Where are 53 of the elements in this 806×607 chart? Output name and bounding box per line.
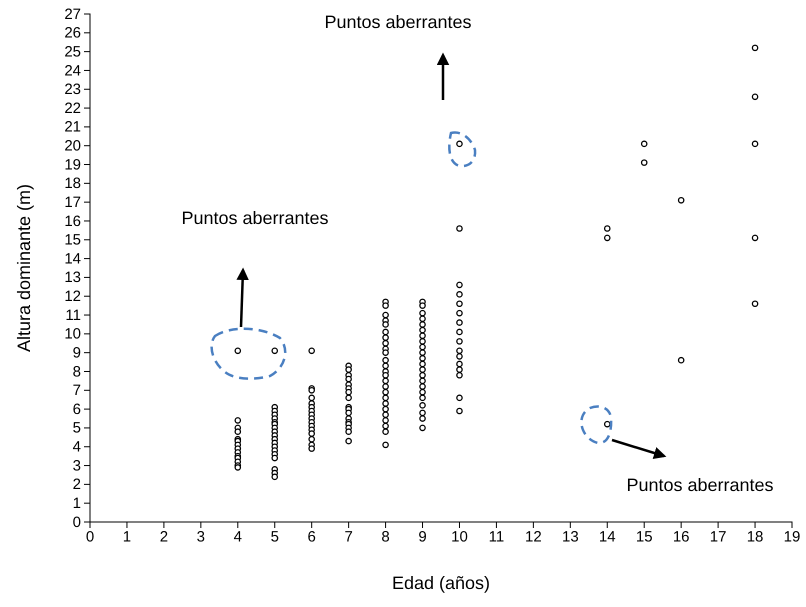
annotation: Puntos aberrantes bbox=[324, 12, 472, 32]
y-tick-label: 18 bbox=[64, 175, 81, 192]
x-tick-label: 19 bbox=[784, 528, 800, 546]
y-tick-label: 22 bbox=[64, 100, 81, 117]
x-tick-label: 1 bbox=[122, 528, 132, 546]
y-tick-label: 8 bbox=[72, 363, 81, 380]
y-tick-label: 7 bbox=[72, 382, 81, 400]
y-tick-label: 2 bbox=[72, 476, 81, 494]
x-tick-label: 5 bbox=[270, 528, 279, 546]
x-tick-label: 3 bbox=[196, 528, 206, 546]
x-tick-label: 14 bbox=[598, 528, 616, 546]
x-axis-title: Edad (años) bbox=[392, 573, 490, 593]
y-tick-label: 3 bbox=[72, 457, 81, 474]
x-tick-label: 15 bbox=[636, 528, 653, 546]
y-tick-label: 13 bbox=[64, 269, 81, 286]
y-tick-label: 10 bbox=[64, 326, 81, 343]
y-tick-label: 19 bbox=[64, 156, 81, 174]
x-tick-label: 4 bbox=[234, 528, 242, 546]
y-tick-label: 17 bbox=[64, 194, 81, 211]
y-axis-title: Altura dominante (m) bbox=[14, 184, 34, 352]
x-tick-label: 18 bbox=[746, 528, 764, 546]
y-tick-label: 25 bbox=[64, 43, 81, 60]
y-tick-label: 0 bbox=[72, 514, 81, 531]
y-tick-label: 4 bbox=[72, 438, 81, 456]
annotation: Puntos aberrantes bbox=[626, 475, 774, 495]
x-tick-label: 17 bbox=[710, 528, 726, 546]
x-tick-label: 2 bbox=[160, 528, 168, 546]
x-tick-label: 9 bbox=[418, 528, 427, 546]
y-tick-label: 16 bbox=[64, 212, 81, 230]
x-tick-label: 13 bbox=[562, 528, 579, 546]
y-tick-label: 6 bbox=[72, 400, 81, 418]
y-tick-label: 20 bbox=[64, 138, 81, 155]
y-tick-label: 9 bbox=[72, 344, 81, 362]
x-tick-label: 12 bbox=[525, 528, 542, 546]
y-tick-label: 15 bbox=[64, 232, 81, 249]
x-tick-label: 0 bbox=[86, 528, 94, 546]
x-tick-label: 6 bbox=[308, 528, 316, 546]
y-tick-label: 5 bbox=[72, 420, 81, 437]
y-tick-label: 24 bbox=[64, 62, 81, 80]
y-tick-label: 12 bbox=[64, 288, 81, 306]
x-tick-label: 11 bbox=[488, 528, 504, 546]
annotation: Puntos aberrantes bbox=[181, 208, 329, 228]
x-tick-label: 16 bbox=[672, 528, 690, 546]
y-tick-label: 26 bbox=[64, 24, 81, 42]
y-tick-label: 21 bbox=[64, 118, 81, 136]
y-tick-label: 23 bbox=[64, 81, 81, 98]
y-tick-label: 14 bbox=[64, 250, 81, 268]
x-tick-label: 10 bbox=[451, 528, 468, 546]
x-tick-label: 8 bbox=[381, 528, 390, 546]
y-tick-label: 1 bbox=[72, 494, 81, 512]
y-tick-label: 11 bbox=[65, 306, 81, 324]
y-tick-label: 27 bbox=[64, 6, 81, 23]
x-tick-label: 7 bbox=[344, 528, 353, 546]
